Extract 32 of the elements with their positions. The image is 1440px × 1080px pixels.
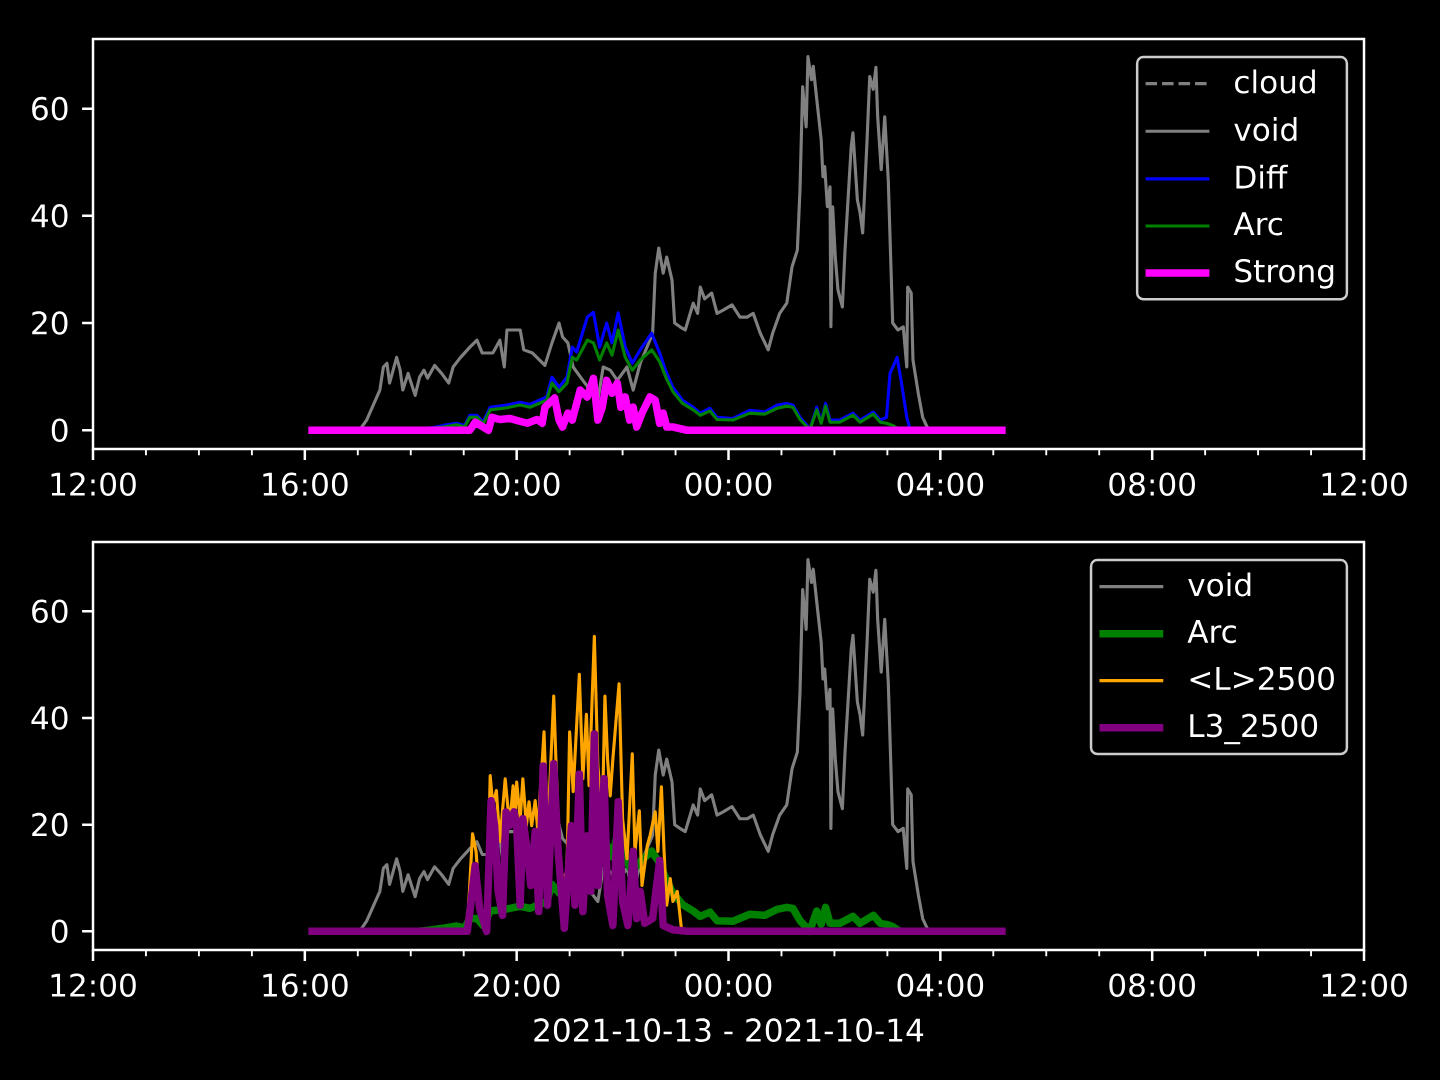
y-tick-label: 60 bbox=[32, 599, 68, 624]
x-tick-label: 12:00 bbox=[1322, 973, 1407, 997]
legend-label: Arc bbox=[1233, 212, 1282, 236]
legend-label: Strong bbox=[1235, 259, 1334, 289]
legend-label: void bbox=[1188, 572, 1251, 597]
x-tick-label: 08:00 bbox=[1109, 472, 1195, 496]
y-tick-label: 40 bbox=[31, 204, 68, 228]
legend-label: void bbox=[1234, 117, 1297, 142]
x-tick-label: 20:00 bbox=[474, 973, 560, 997]
x-tick-label: 08:00 bbox=[1109, 973, 1195, 997]
x-tick-label: 16:00 bbox=[263, 973, 348, 997]
x-tick-label: 12:00 bbox=[51, 973, 136, 997]
y-tick-label: 20 bbox=[32, 311, 68, 335]
legend-label: Arc bbox=[1187, 620, 1236, 644]
y-tick-label: 0 bbox=[51, 418, 68, 443]
x-axis-title: 2021-10-13 - 2021-10-14 bbox=[534, 1018, 924, 1042]
legend-label: <L>2500 bbox=[1190, 666, 1334, 691]
y-tick-label: 60 bbox=[32, 96, 68, 121]
legend-label: Diff bbox=[1236, 164, 1289, 189]
x-tick-label: 12:00 bbox=[1322, 472, 1407, 496]
legend-label: cloud bbox=[1235, 69, 1315, 94]
y-tick-label: 40 bbox=[31, 706, 68, 730]
x-tick-label: 12:00 bbox=[51, 472, 136, 496]
y-tick-label: 0 bbox=[51, 919, 68, 944]
x-tick-label: 00:00 bbox=[685, 973, 772, 997]
x-tick-label: 04:00 bbox=[897, 472, 984, 496]
x-tick-label: 20:00 bbox=[474, 472, 560, 496]
x-tick-label: 16:00 bbox=[263, 472, 348, 496]
x-tick-label: 00:00 bbox=[685, 472, 772, 496]
y-tick-label: 20 bbox=[32, 812, 68, 837]
x-tick-label: 04:00 bbox=[897, 973, 984, 997]
legend-label: L3_2500 bbox=[1190, 713, 1318, 745]
